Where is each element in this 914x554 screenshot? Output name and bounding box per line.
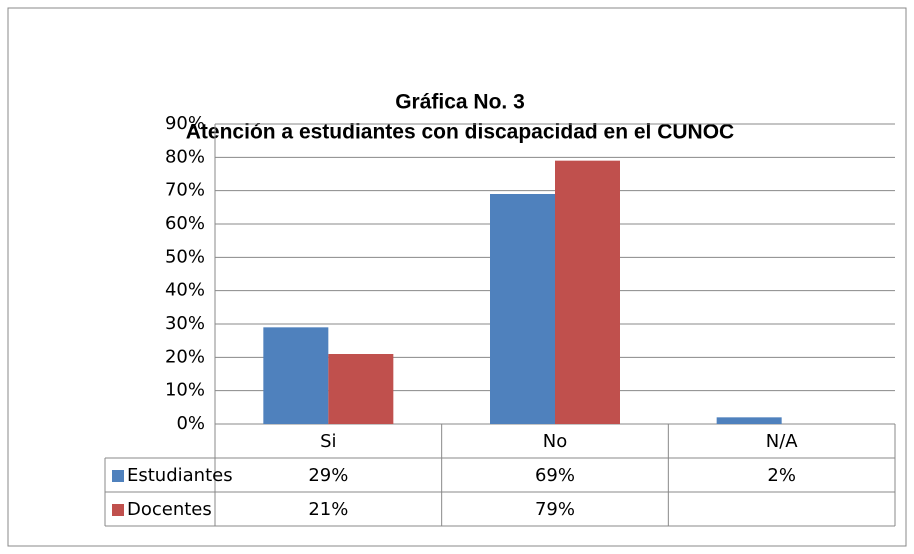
- bar: [555, 160, 620, 424]
- table-value: 79%: [535, 499, 575, 520]
- y-tick-label: 50%: [165, 246, 205, 267]
- chart-title: Gráfica No. 3: [395, 91, 525, 114]
- legend-swatch: [112, 504, 124, 516]
- table-value: 29%: [308, 465, 348, 486]
- y-tick-label: 20%: [165, 346, 205, 367]
- y-tick-label: 30%: [165, 313, 205, 334]
- y-tick-label: 0%: [176, 413, 205, 434]
- table-value: 69%: [535, 465, 575, 486]
- bar: [328, 354, 394, 424]
- y-tick-label: 10%: [165, 380, 205, 401]
- y-tick-label: 80%: [165, 146, 205, 167]
- table-value: 21%: [308, 499, 348, 520]
- chart-subtitle: Atención a estudiantes con discapacidad …: [186, 121, 734, 144]
- y-tick-label: 60%: [165, 213, 205, 234]
- x-tick-label: No: [543, 431, 567, 452]
- bar: [263, 327, 329, 424]
- y-tick-label: 40%: [165, 280, 205, 301]
- y-tick-label: 90%: [165, 113, 205, 134]
- legend-label: Docentes: [127, 499, 212, 520]
- legend-label: Estudiantes: [127, 465, 233, 486]
- chart-border: [7, 7, 907, 547]
- y-tick-label: 70%: [165, 180, 205, 201]
- bar: [490, 194, 555, 424]
- table-value: 2%: [767, 465, 796, 486]
- x-tick-label: N/A: [766, 431, 799, 452]
- x-tick-label: Si: [320, 431, 336, 452]
- legend-swatch: [112, 470, 124, 482]
- bar: [716, 417, 782, 424]
